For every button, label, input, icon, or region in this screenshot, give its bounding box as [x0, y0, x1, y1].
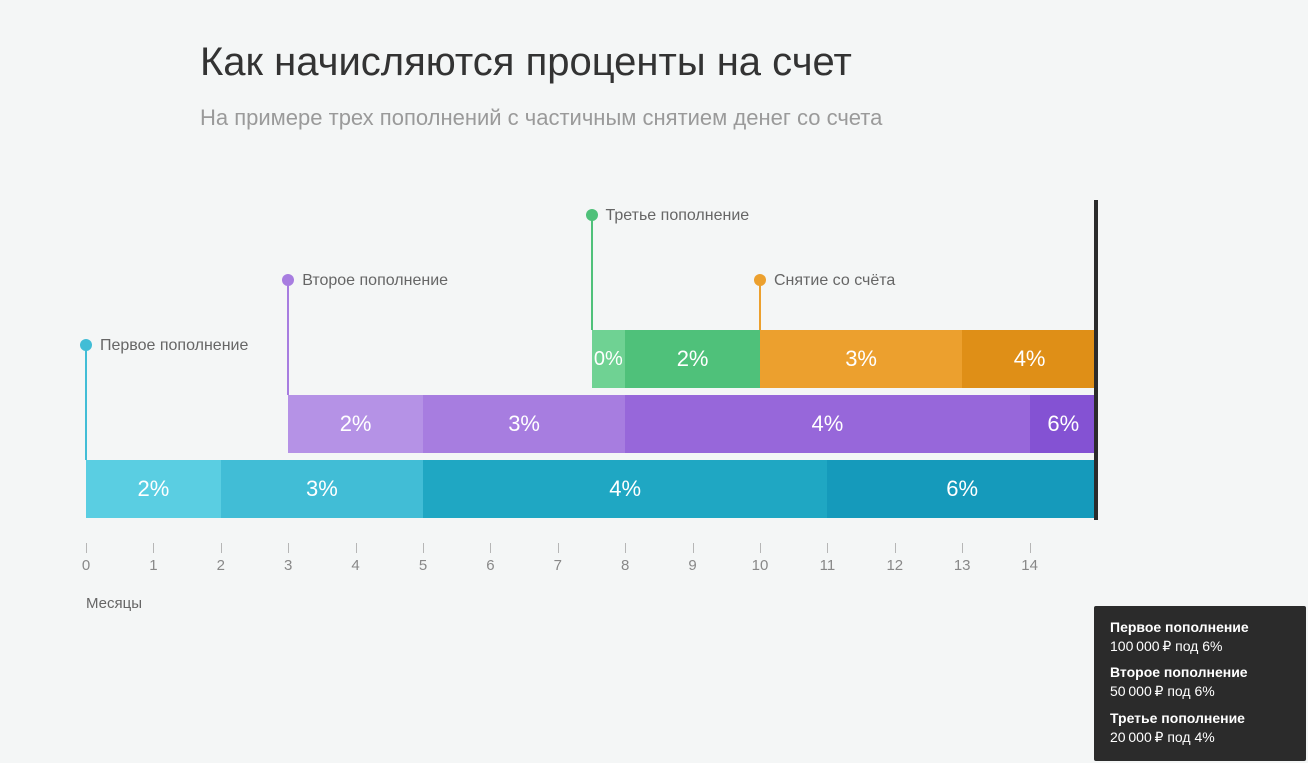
chart-right-edge [1094, 200, 1098, 520]
tooltip-entry-title: Второе пополнение [1110, 663, 1290, 682]
bar-segment-label: 6% [946, 476, 978, 502]
axis-tick-label: 1 [149, 557, 157, 574]
page-subtitle: На примере трех пополнений с частичным с… [200, 105, 882, 131]
axis-tick-label: 10 [752, 557, 769, 574]
tooltip-entry-title: Первое пополнение [1110, 618, 1290, 637]
bar-segment-label: 0% [594, 348, 623, 371]
page: Как начисляются проценты на счет На прим… [0, 0, 1308, 763]
bar-row-third: 0% 2% 3% 4% [86, 330, 1097, 388]
bar-segment: 3% [423, 395, 625, 453]
x-axis-title: Месяцы [86, 595, 142, 612]
axis-tick-label: 12 [886, 557, 903, 574]
bar-segment-label: 6% [1047, 411, 1079, 437]
bar-segment-label: 2% [677, 346, 709, 372]
tooltip-entry-title: Третье пополнение [1110, 709, 1290, 728]
axis-tick [490, 543, 491, 553]
bar-segment: 4% [625, 395, 1029, 453]
bar-segment: 6% [827, 460, 1097, 518]
bar-segment: 0% [592, 330, 626, 388]
circle-icon [282, 274, 294, 286]
axis-tick-label: 2 [217, 557, 225, 574]
bar-segment-label: 3% [306, 476, 338, 502]
x-axis: 01234567891011121314 [86, 543, 1097, 583]
tooltip-entry-detail: 50 000 ₽ под 6% [1110, 682, 1290, 701]
bar-segment: 2% [86, 460, 221, 518]
pin-stem [591, 215, 593, 330]
pin-label: Третье пополнение [606, 207, 750, 225]
tooltip-entry-detail: 100 000 ₽ под 6% [1110, 637, 1290, 656]
bar-segment: 2% [625, 330, 760, 388]
axis-tick [895, 543, 896, 553]
axis-tick-label: 5 [419, 557, 427, 574]
summary-tooltip: Первое пополнение 100 000 ₽ под 6% Второ… [1094, 606, 1306, 761]
bar-segment-label: 4% [811, 411, 843, 437]
bar-segment-label: 3% [845, 346, 877, 372]
bar-row-first: 2% 3% 4% 6% [86, 460, 1097, 518]
tooltip-entry: Третье пополнение 20 000 ₽ под 4% [1110, 709, 1290, 747]
bar-segment-label: 2% [138, 476, 170, 502]
circle-icon [586, 209, 598, 221]
axis-tick [693, 543, 694, 553]
pin-label: Второе пополнение [302, 272, 448, 290]
tooltip-entry: Второе пополнение 50 000 ₽ под 6% [1110, 663, 1290, 701]
bar-segment: 3% [221, 460, 423, 518]
axis-tick-label: 7 [554, 557, 562, 574]
axis-tick [760, 543, 761, 553]
axis-tick-label: 14 [1021, 557, 1038, 574]
axis-tick-label: 0 [82, 557, 90, 574]
bar-segment: 4% [423, 460, 827, 518]
bar-segment-label: 4% [1014, 346, 1046, 372]
axis-tick [153, 543, 154, 553]
circle-icon [754, 274, 766, 286]
pin-stem [759, 280, 761, 330]
axis-tick-label: 11 [820, 557, 836, 574]
bar-segment: 2% [288, 395, 423, 453]
tooltip-entry-detail: 20 000 ₽ под 4% [1110, 728, 1290, 747]
axis-tick [558, 543, 559, 553]
axis-tick [423, 543, 424, 553]
axis-tick [827, 543, 828, 553]
axis-tick [1030, 543, 1031, 553]
axis-tick [356, 543, 357, 553]
bar-segment-label: 4% [609, 476, 641, 502]
axis-tick-label: 8 [621, 557, 629, 574]
axis-tick-label: 3 [284, 557, 292, 574]
axis-tick-label: 13 [954, 557, 971, 574]
bar-segment: 4% [962, 330, 1097, 388]
axis-tick [625, 543, 626, 553]
chart-plot: Первое пополнение Второе пополнение Трет… [86, 200, 1097, 540]
bar-row-second: 2% 3% 4% 6% [86, 395, 1097, 453]
axis-tick-label: 9 [688, 557, 696, 574]
tooltip-entry: Первое пополнение 100 000 ₽ под 6% [1110, 618, 1290, 656]
bar-segment: 3% [760, 330, 962, 388]
axis-tick-label: 6 [486, 557, 494, 574]
axis-tick [221, 543, 222, 553]
axis-tick [288, 543, 289, 553]
axis-tick [962, 543, 963, 553]
axis-tick [86, 543, 87, 553]
bar-segment: 6% [1030, 395, 1097, 453]
bar-segment-label: 3% [508, 411, 540, 437]
bar-segment-label: 2% [340, 411, 372, 437]
pin-label: Снятие со счёта [774, 272, 895, 290]
axis-tick-label: 4 [351, 557, 359, 574]
page-title: Как начисляются проценты на счет [200, 40, 852, 85]
